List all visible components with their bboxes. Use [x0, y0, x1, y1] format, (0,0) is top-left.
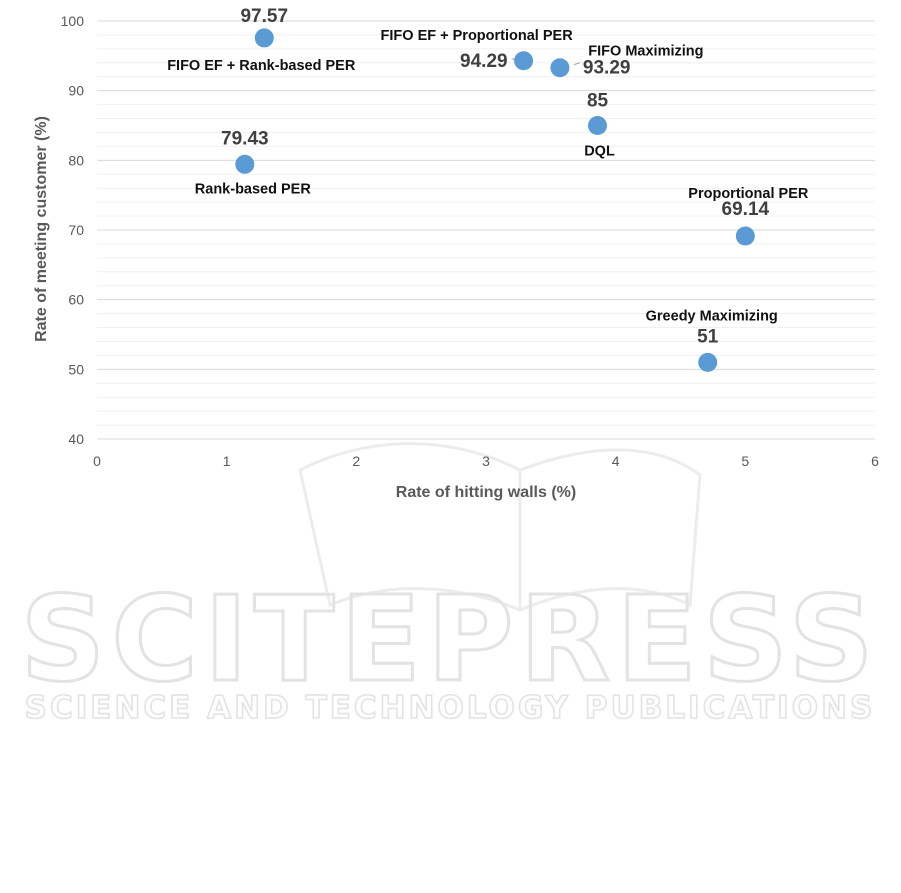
x-axis-title: Rate of hitting walls (%) — [396, 484, 576, 501]
x-tick-label: 5 — [741, 453, 749, 469]
scatter-marker — [550, 58, 570, 78]
data-point-name-label: FIFO Maximizing — [588, 44, 703, 60]
scatter-marker — [588, 116, 608, 135]
data-value-label: 85 — [587, 91, 609, 112]
y-axis-title: Rate of meeting customer (%) — [33, 116, 50, 342]
data-point-name-label: Proportional PER — [688, 186, 809, 202]
y-tick-label: 40 — [68, 431, 84, 447]
watermark-subtitle: SCIENCE AND TECHNOLOGY PUBLICATIONS — [25, 690, 876, 726]
scatter-marker — [254, 28, 274, 48]
y-tick-label: 70 — [68, 222, 84, 238]
x-tick-label: 1 — [223, 453, 231, 469]
data-value-label: 79.43 — [221, 128, 269, 149]
x-tick-label: 4 — [612, 453, 620, 469]
x-tick-label: 2 — [352, 453, 360, 469]
data-point-name-label: FIFO EF + Rank-based PER — [167, 58, 356, 74]
data-value-label: 94.29 — [460, 51, 508, 72]
watermark-title: SCITEPRESS — [20, 570, 879, 708]
leader-line — [573, 62, 581, 66]
data-point: 51 Greedy Maximizing — [646, 308, 778, 372]
y-tick-label: 80 — [68, 152, 84, 168]
scatter-marker — [235, 154, 255, 174]
y-tick-label: 90 — [68, 83, 84, 99]
watermark-book-emblem — [298, 442, 702, 612]
data-points: 97.57 FIFO EF + Rank-based PER 79.43 Rank-b… — [167, 6, 809, 372]
data-point: 97.57 FIFO EF + Rank-based PER — [167, 6, 356, 74]
y-tick-label: 100 — [61, 13, 85, 29]
data-value-label: 97.57 — [240, 6, 288, 27]
gridlines — [97, 20, 875, 440]
data-point: 94.29 FIFO EF + Proportional PER — [381, 28, 574, 72]
data-point-name-label: FIFO EF + Proportional PER — [381, 28, 574, 44]
data-value-label: 51 — [697, 326, 719, 347]
x-axis-ticks: 0 1 2 3 4 5 6 — [93, 453, 879, 469]
data-point-name-label: Rank-based PER — [195, 181, 312, 197]
x-tick-label: 6 — [871, 453, 879, 469]
data-point: 79.43 Rank-based PER — [195, 128, 312, 197]
y-tick-label: 60 — [68, 292, 84, 308]
data-point-name-label: DQL — [584, 144, 615, 160]
scatter-marker — [514, 51, 534, 71]
data-value-label: 69.14 — [722, 199, 770, 220]
data-point-name-label: Greedy Maximizing — [646, 308, 778, 324]
scitepress-watermark: SCITEPRESS SCIENCE AND TECHNOLOGY PUBLIC… — [19, 442, 879, 727]
y-tick-label: 50 — [68, 361, 84, 377]
data-point: 85 DQL — [584, 91, 615, 160]
y-axis-ticks: 40 50 60 70 80 90 100 — [61, 13, 85, 447]
data-value-label: 93.29 — [583, 58, 631, 79]
x-tick-label: 3 — [482, 453, 490, 469]
scatter-marker — [698, 352, 718, 372]
x-tick-label: 0 — [93, 453, 101, 469]
scatter-marker — [735, 226, 755, 246]
